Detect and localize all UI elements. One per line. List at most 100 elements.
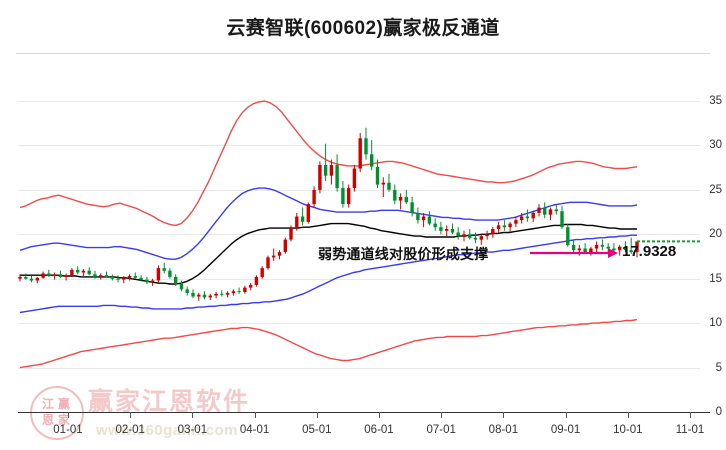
- candle-body: [323, 165, 328, 176]
- candle-body: [525, 216, 530, 219]
- x-tick-label-10-01: 10-01: [613, 424, 643, 436]
- seal-characters: 江 赢 恩 家: [40, 396, 72, 428]
- y-tick-label-15: 15: [709, 272, 722, 285]
- series-line-1: [19, 187, 638, 260]
- candle-body: [416, 213, 420, 221]
- candle-body: [491, 229, 495, 235]
- candle-body: [450, 229, 455, 233]
- x-tick-label-01-01: 01-01: [53, 424, 83, 436]
- candle-body: [277, 252, 282, 256]
- candle-body: [410, 202, 414, 213]
- chart-title: 云赛智联(600602)赢家极反通道: [226, 18, 500, 39]
- candle-body: [393, 189, 397, 201]
- candle-body: [606, 246, 610, 249]
- series-line-2: [20, 222, 637, 285]
- candle-body: [145, 279, 149, 283]
- candle-body: [24, 276, 28, 279]
- current-price-label: 17.9328: [622, 243, 677, 260]
- seal-char-4: 家: [57, 413, 70, 427]
- candle-body: [583, 248, 587, 253]
- candle-body: [548, 209, 553, 215]
- candle-body: [635, 241, 639, 253]
- candle-body: [335, 165, 339, 189]
- candle-body: [375, 166, 380, 185]
- x-tick-09-01: [565, 412, 567, 418]
- candle-body: [116, 278, 120, 280]
- watermark-seal: 江 赢 恩 家: [30, 386, 84, 440]
- candle-body: [398, 197, 403, 201]
- candle-body: [618, 246, 622, 251]
- candle-body: [577, 248, 581, 251]
- candle-body: [231, 291, 236, 293]
- candle-body: [439, 227, 443, 231]
- candle-body: [295, 216, 299, 228]
- y-tick-label-35: 35: [709, 95, 722, 107]
- x-tick-label-03-01: 03-01: [177, 424, 208, 436]
- candle-body: [508, 223, 512, 228]
- candle-body: [150, 280, 155, 283]
- candle-body: [612, 248, 616, 251]
- gridline-15: [18, 278, 700, 280]
- candle-body: [162, 268, 166, 271]
- candle-body: [260, 268, 264, 277]
- x-tick-08-01: [503, 412, 505, 418]
- candle-body: [589, 248, 593, 253]
- candle-body: [571, 244, 576, 251]
- candle-body: [70, 269, 74, 276]
- candle-body: [502, 225, 507, 228]
- candle-body: [358, 138, 362, 169]
- candle-body: [197, 294, 201, 297]
- x-tick-label-08-01: 08-01: [488, 424, 519, 436]
- x-tick-02-01: [130, 412, 132, 418]
- candle-body: [87, 270, 91, 275]
- candle-body: [594, 244, 599, 249]
- candle-body: [29, 278, 34, 281]
- x-tick-label-04-01: 04-01: [239, 424, 270, 436]
- gridline-10: [18, 323, 700, 325]
- seal-char-1: 江: [41, 397, 54, 411]
- plot-area: [18, 58, 700, 413]
- candle-body: [225, 292, 230, 295]
- candle-body: [272, 255, 276, 258]
- candle-body: [514, 220, 518, 224]
- candle-body: [52, 274, 57, 277]
- candle-body: [179, 284, 184, 290]
- x-tick-11-01: [690, 412, 691, 418]
- candle-body: [352, 168, 357, 188]
- watermark-url: www.360gann.com: [96, 422, 238, 439]
- candle-body: [76, 269, 80, 273]
- candle-body: [289, 227, 293, 240]
- candle-body: [473, 237, 478, 240]
- candle-body: [462, 234, 466, 237]
- candle-body: [300, 216, 305, 222]
- watermark-brand: 赢家江恩软件: [88, 388, 251, 416]
- candle-body: [156, 268, 161, 281]
- candle-body: [254, 276, 259, 285]
- candle-body: [566, 227, 570, 245]
- candle-body: [18, 276, 22, 279]
- x-tick-07-01: [441, 412, 443, 418]
- y-tick-label-25: 25: [709, 183, 722, 196]
- candle-body: [421, 216, 426, 221]
- candle-body: [174, 276, 178, 284]
- candle-body: [485, 234, 489, 237]
- candle-body: [139, 277, 143, 280]
- candle-body: [168, 270, 172, 277]
- x-tick-03-01: [192, 412, 194, 418]
- candle-body: [283, 239, 287, 252]
- candle-body: [127, 276, 132, 278]
- candle-body: [456, 232, 460, 237]
- candle-body: [133, 276, 137, 278]
- candle-body: [122, 277, 126, 280]
- candle-body: [623, 246, 628, 251]
- seal-ring: [30, 386, 84, 440]
- candle-body: [370, 154, 374, 167]
- x-tick-label-05-01: 05-01: [302, 424, 332, 436]
- chart-canvas: [18, 100, 700, 369]
- candle-body: [47, 273, 51, 277]
- candle-body: [266, 257, 270, 269]
- candle-body: [249, 284, 253, 288]
- candle-body: [554, 209, 558, 212]
- candle-body: [629, 250, 633, 253]
